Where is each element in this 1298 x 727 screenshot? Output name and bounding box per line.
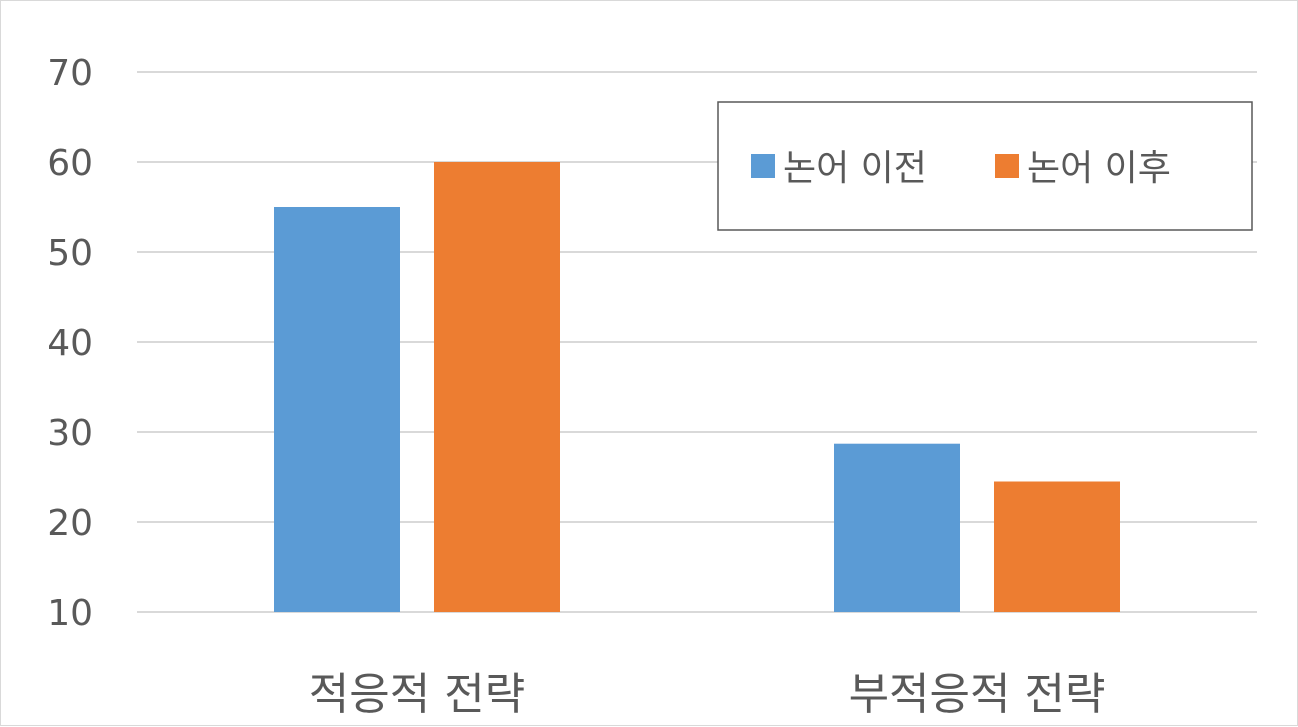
y-tick-label: 20 <box>47 503 93 544</box>
y-tick-label: 10 <box>47 593 93 634</box>
y-tick-label: 70 <box>47 53 93 94</box>
legend-label: 논어 이전 <box>783 148 927 189</box>
bar-after-0 <box>434 162 560 612</box>
y-tick-label: 40 <box>47 323 93 364</box>
bars <box>274 162 1120 612</box>
y-axis-ticks: 10 20 30 40 50 60 70 <box>47 53 93 634</box>
legend-swatch <box>751 154 775 178</box>
bar-before-1 <box>834 443 960 612</box>
legend: 논어 이전 논어 이후 <box>717 101 1253 231</box>
x-category-label: 부적응적 전략 <box>849 669 1106 720</box>
x-axis-categories: 적응적 전략 부적응적 전략 <box>309 669 1106 720</box>
legend-label: 논어 이후 <box>1027 148 1171 189</box>
y-tick-label: 50 <box>47 233 93 274</box>
x-category-label: 적응적 전략 <box>309 669 525 720</box>
legend-swatch <box>995 154 1019 178</box>
bar-before-0 <box>274 207 400 612</box>
legend-box <box>717 101 1253 231</box>
bar-after-1 <box>994 481 1120 612</box>
y-tick-label: 60 <box>47 143 93 184</box>
y-tick-label: 30 <box>47 413 93 454</box>
